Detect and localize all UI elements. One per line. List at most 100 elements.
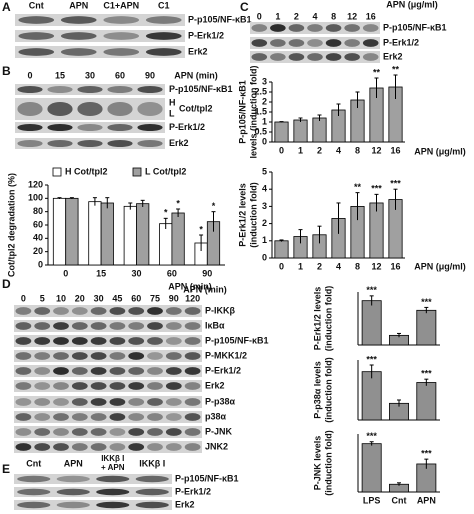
lane-label: IKKβ I — [101, 454, 124, 463]
blot-band — [90, 337, 107, 345]
blot-band — [34, 398, 51, 406]
blot-band — [184, 322, 201, 330]
blot — [14, 487, 172, 497]
x-tick-label: 60 — [167, 268, 177, 278]
y-tick-label: 0.5 — [254, 126, 267, 136]
x-tick-label: 2 — [317, 145, 322, 155]
blot-band — [60, 16, 97, 24]
blot-band — [71, 322, 88, 330]
blot-band — [109, 337, 126, 345]
lane-label: Cnt — [26, 458, 41, 468]
blot-band — [71, 428, 88, 436]
blot — [14, 380, 202, 392]
y-tick-label: 0 — [262, 136, 267, 146]
blot-band — [17, 139, 43, 148]
row-label: P-JNK — [205, 426, 233, 436]
x-tick-label: 1 — [298, 261, 303, 271]
blot-band — [135, 501, 169, 509]
blot-band — [47, 123, 73, 132]
x-tick-label: 8 — [355, 261, 360, 271]
lane-label: 20 — [75, 293, 85, 303]
significance: * — [164, 208, 168, 218]
blot-band — [53, 322, 69, 330]
blot-band — [147, 413, 163, 421]
row-label: Erk2 — [175, 499, 195, 509]
blot-band — [270, 39, 286, 47]
blot-band — [109, 322, 126, 330]
x-tick-label: APN — [417, 495, 436, 505]
blot-band — [15, 337, 32, 345]
lane-label: 0 — [21, 293, 26, 303]
significance: * — [176, 198, 180, 208]
blot-band — [344, 53, 360, 61]
blot-band — [165, 443, 182, 451]
blot-band — [109, 352, 126, 360]
legend-label: L Cot/tpl2 — [145, 166, 186, 176]
blot-band — [307, 24, 323, 32]
blot-band — [362, 53, 379, 61]
lane-label: 12 — [347, 11, 357, 21]
blot-band — [15, 428, 32, 436]
y-axis-label: (induction fold) — [323, 430, 333, 495]
blot-band — [103, 16, 140, 24]
blot-band — [71, 413, 88, 421]
legend-swatch — [132, 167, 142, 177]
bar — [416, 382, 437, 421]
blot-band — [90, 413, 107, 421]
bar — [100, 202, 114, 266]
row-label: Erk2 — [383, 51, 403, 61]
blot-band — [128, 337, 145, 345]
blot-band — [15, 367, 32, 375]
blot-band — [56, 501, 90, 509]
blot-band — [107, 123, 133, 132]
blot-band — [53, 337, 69, 345]
blot-band — [17, 488, 51, 496]
lane-label: 60 — [115, 70, 125, 80]
bar — [361, 443, 382, 493]
bar — [159, 223, 173, 266]
blot — [14, 474, 172, 484]
blot-band — [344, 24, 360, 32]
lane-label: 15 — [55, 70, 65, 80]
blot-band — [15, 413, 32, 421]
blot-band — [53, 398, 69, 406]
panel-letter: B — [2, 64, 11, 78]
blot-band — [165, 322, 182, 330]
row-label: P-Erk1/2 — [205, 365, 241, 375]
x-axis-label: APN (μg/ml) — [414, 146, 466, 156]
significance: * — [212, 201, 216, 211]
blot-band — [165, 382, 182, 390]
blot-band — [165, 398, 182, 406]
blot-band — [15, 322, 32, 330]
blot — [15, 122, 165, 133]
panel-letter: C — [240, 0, 249, 14]
blot-band — [184, 382, 201, 390]
blot-band — [165, 367, 182, 375]
panel-letter: A — [2, 0, 11, 14]
bar — [293, 119, 308, 143]
blot-band — [17, 85, 43, 94]
bar — [416, 309, 437, 346]
blot-band — [15, 352, 32, 360]
y-axis-label: (induction fold) — [323, 286, 333, 351]
blot-band — [34, 443, 51, 451]
y-tick-label: 3 — [262, 201, 267, 211]
y-axis-label: (induction fold) — [323, 357, 333, 422]
bar — [361, 371, 382, 421]
blot-band — [18, 16, 55, 24]
blot-band — [109, 443, 126, 451]
blot-band — [307, 39, 323, 47]
y-tick-label: 100 — [28, 193, 43, 203]
blot-band — [184, 398, 201, 406]
blot-band — [90, 367, 107, 375]
x-axis-label: APN (μg/ml) — [414, 261, 466, 271]
blot-band — [270, 24, 286, 32]
x-tick-label: 12 — [371, 145, 381, 155]
x-tick-label: 16 — [390, 261, 400, 271]
blot-band — [15, 382, 32, 390]
blot-band — [53, 428, 69, 436]
lane-label: 90 — [145, 70, 155, 80]
blot-band — [17, 101, 43, 117]
x-tick-label: 12 — [371, 261, 381, 271]
